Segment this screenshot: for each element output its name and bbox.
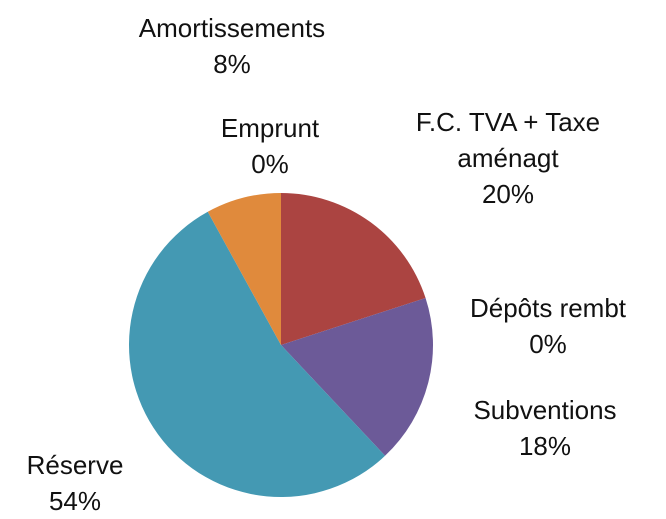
slice-label: Subventions 18%	[473, 392, 616, 464]
category-label: F.C. TVA + Taxe aménagt	[415, 107, 601, 173]
slice-label: Dépôts rembt 0%	[470, 290, 626, 362]
pie-slice	[281, 298, 433, 456]
slice-label: F.C. TVA + Taxe aménagt 20%	[377, 104, 639, 212]
value-label: 18%	[518, 431, 572, 461]
value-label: 0%	[251, 149, 289, 179]
slice-label: Amortissements 8%	[139, 10, 325, 82]
value-label: 0%	[529, 329, 567, 359]
value-label: 20%	[481, 179, 535, 209]
value-label: 8%	[213, 49, 251, 79]
category-label: Amortissements	[138, 13, 326, 43]
pie-slice	[128, 211, 386, 498]
category-label: Emprunt	[220, 113, 320, 143]
pie-slice	[207, 193, 281, 345]
category-label: Subventions	[473, 395, 617, 425]
value-label: 54%	[48, 486, 102, 516]
pie-slice	[281, 193, 426, 345]
slice-label: Réserve 54%	[27, 447, 124, 519]
slice-label: Emprunt 0%	[221, 110, 319, 182]
category-label: Réserve	[26, 450, 124, 480]
category-label: Dépôts rembt	[469, 293, 627, 323]
